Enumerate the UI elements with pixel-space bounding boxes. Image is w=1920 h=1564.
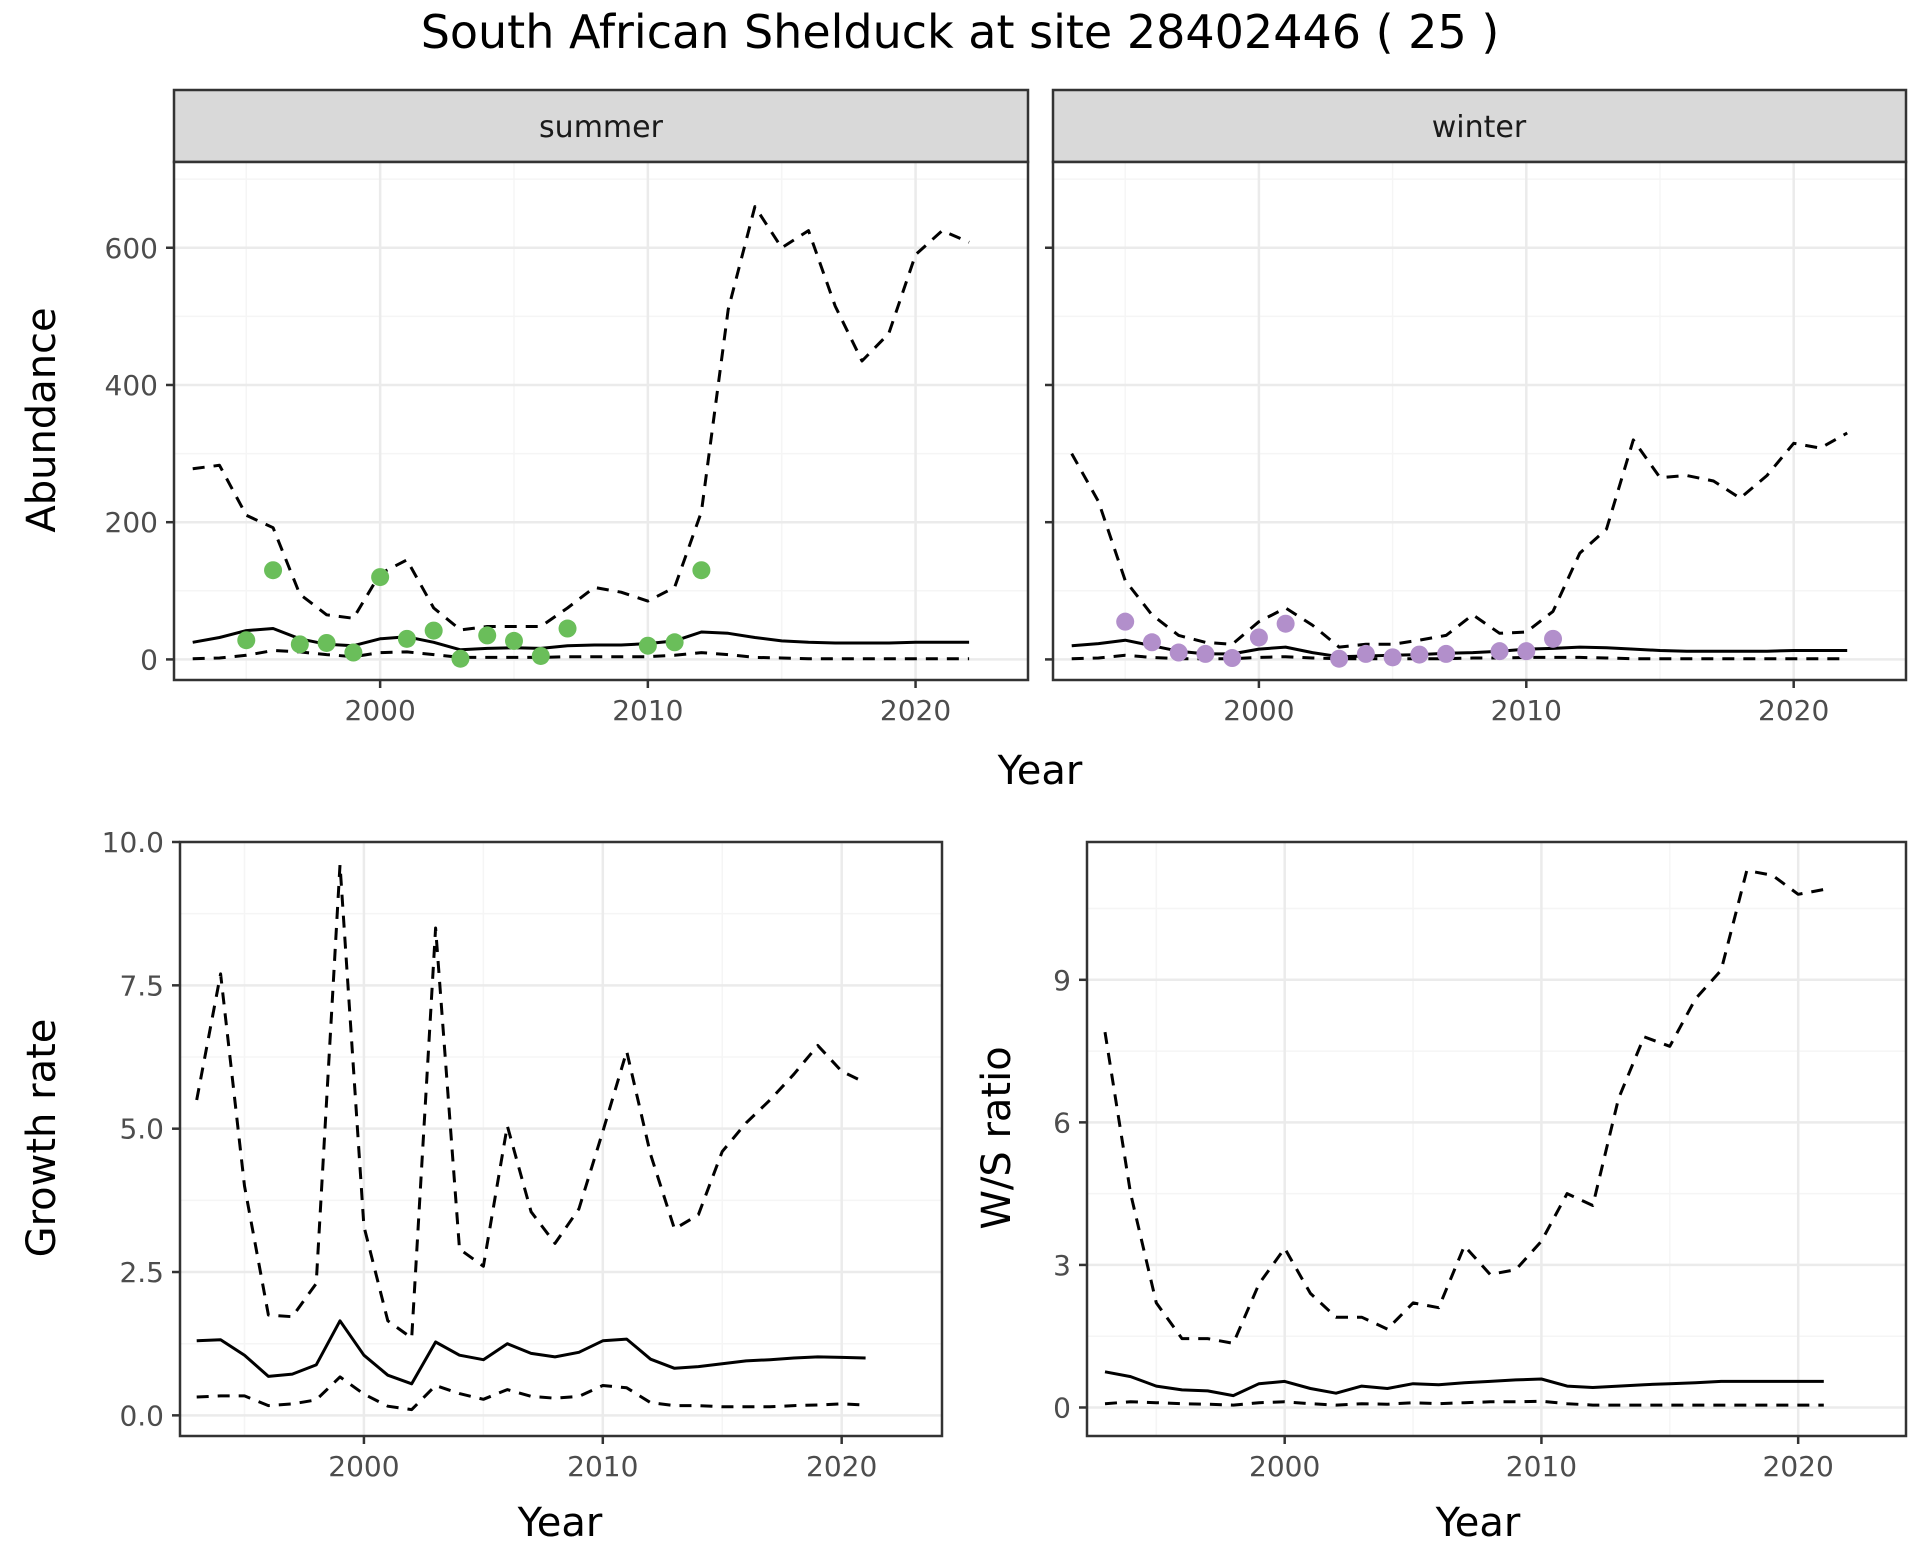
y-tick-label: 0 xyxy=(140,643,158,676)
series-line-bound xyxy=(1103,869,1825,1345)
x-tick-label: 2020 xyxy=(1763,1450,1834,1483)
data-point xyxy=(317,633,336,652)
data-point xyxy=(397,629,416,648)
x-tick-label: 2010 xyxy=(1491,694,1562,727)
data-point xyxy=(264,561,283,580)
x-tick-label: 2000 xyxy=(345,694,416,727)
panel-border xyxy=(172,160,1030,682)
data-point xyxy=(1544,629,1563,648)
data-point xyxy=(1249,628,1268,647)
strip-winter: winter xyxy=(1051,88,1908,164)
strip-summer: summer xyxy=(172,88,1030,164)
data-point xyxy=(424,621,443,640)
y-tick-label: 3 xyxy=(1053,1249,1071,1282)
data-point xyxy=(1383,648,1402,667)
panel-background xyxy=(1087,842,1906,1436)
data-point xyxy=(1437,644,1456,663)
ratio-y-axis-title: W/S ratio xyxy=(974,1046,1020,1229)
growth-y-axis-title: Growth rate xyxy=(19,1019,65,1258)
x-tick-label: 2000 xyxy=(1223,694,1294,727)
data-point xyxy=(1356,644,1375,663)
y-tick-label: 0 xyxy=(1053,1391,1071,1424)
y-tick-label: 400 xyxy=(105,369,158,402)
data-point xyxy=(371,568,390,587)
panel-summer-abundance: 2000 2010 2020 0 200 400 600 xyxy=(105,160,1030,727)
data-point xyxy=(531,646,550,665)
series-line-mean xyxy=(196,1319,866,1386)
data-point xyxy=(344,643,363,662)
series-line-bound xyxy=(192,205,970,632)
data-point xyxy=(1410,645,1429,664)
data-point xyxy=(1517,642,1536,661)
data-point xyxy=(1330,649,1349,668)
panel-background xyxy=(1053,162,1906,680)
strip-summer-label: summer xyxy=(539,110,664,145)
y-tick-label: 7.5 xyxy=(119,969,164,1002)
data-point xyxy=(290,635,309,654)
panel-border xyxy=(1085,840,1908,1438)
data-point xyxy=(1196,644,1215,663)
data-point xyxy=(1116,612,1135,631)
series-line-bound xyxy=(192,649,970,661)
panel-ws-ratio: 2000 2010 2020 0 3 6 9 xyxy=(1053,840,1908,1483)
series-line-bound xyxy=(196,1375,866,1412)
x-tick-label: 2020 xyxy=(1758,694,1829,727)
series-line-bound xyxy=(1070,431,1848,649)
growth-x-axis-title: Year xyxy=(517,1500,603,1546)
data-point xyxy=(558,619,577,638)
data-point xyxy=(1490,642,1509,661)
x-tick-label: 2010 xyxy=(567,1450,638,1483)
x-tick-label: 2010 xyxy=(1506,1450,1577,1483)
data-point xyxy=(692,561,711,580)
top-x-axis-title: Year xyxy=(997,748,1083,794)
strip-winter-label: winter xyxy=(1432,110,1527,145)
panel-border xyxy=(178,840,944,1438)
panel-background xyxy=(174,162,1028,680)
series-line-bound xyxy=(195,863,867,1340)
data-point xyxy=(237,631,256,650)
y-tick-label: 5.0 xyxy=(119,1113,164,1146)
chart-title: South African Shelduck at site 28402446 … xyxy=(421,5,1500,59)
panel-border xyxy=(1051,160,1908,682)
y-tick-label: 200 xyxy=(105,506,158,539)
y-tick-label: 6 xyxy=(1053,1106,1071,1139)
data-point xyxy=(478,626,497,645)
y-tick-label: 0.0 xyxy=(119,1399,164,1432)
ratio-x-axis-title: Year xyxy=(1435,1500,1521,1546)
series-line-bound xyxy=(1104,1399,1824,1407)
y-tick-label: 600 xyxy=(105,232,158,265)
series-line-mean xyxy=(1104,1370,1824,1398)
abundance-y-axis-title: Abundance xyxy=(19,307,65,532)
y-tick-label: 10.0 xyxy=(102,826,164,859)
data-point xyxy=(638,636,657,655)
data-point xyxy=(1276,614,1295,633)
data-point xyxy=(1169,643,1188,662)
x-tick-label: 2000 xyxy=(328,1450,399,1483)
x-tick-label: 2020 xyxy=(806,1450,877,1483)
panel-growth-rate: 2000 2010 2020 0.0 2.5 5.0 7.5 10.0 xyxy=(102,826,944,1483)
data-point xyxy=(1142,633,1161,652)
x-tick-label: 2000 xyxy=(1249,1450,1320,1483)
panel-winter-abundance: 2000 2010 2020 xyxy=(1045,160,1908,727)
data-point xyxy=(1223,649,1242,668)
y-tick-label: 2.5 xyxy=(119,1256,164,1289)
x-tick-label: 2010 xyxy=(612,694,683,727)
panel-background xyxy=(180,842,942,1436)
data-point xyxy=(504,631,523,650)
data-point xyxy=(665,633,684,652)
x-tick-label: 2020 xyxy=(880,694,951,727)
y-tick-label: 9 xyxy=(1053,964,1071,997)
data-point xyxy=(451,649,470,668)
